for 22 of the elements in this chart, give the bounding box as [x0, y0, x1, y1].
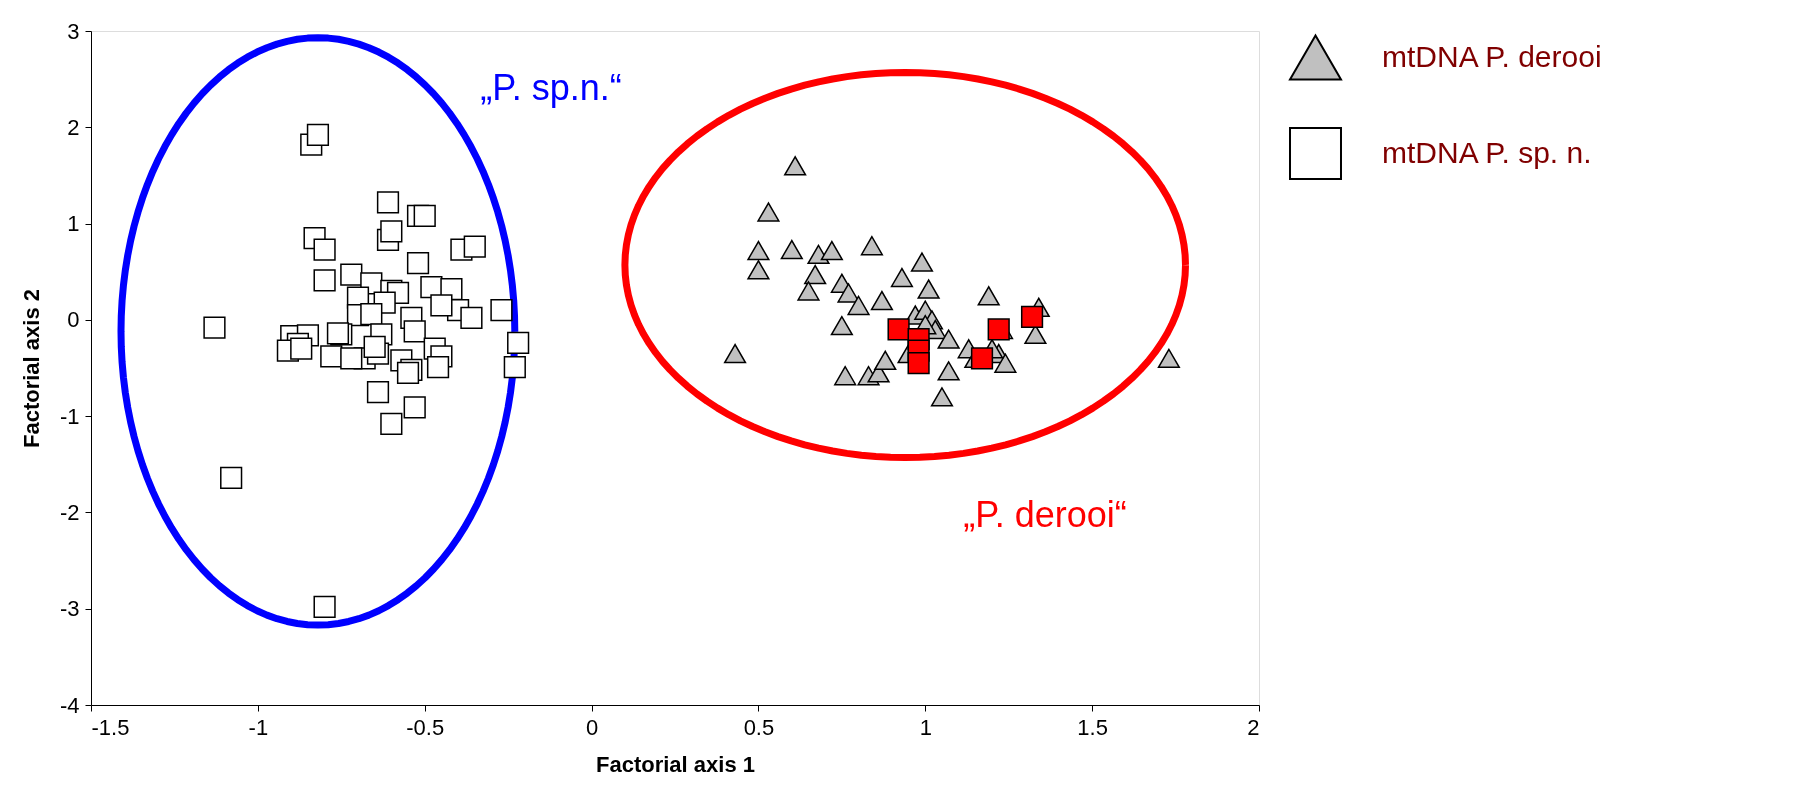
y-tick-label: -1 — [59, 403, 80, 429]
x-tick-label: 1 — [919, 714, 932, 740]
x-tick-label: -1.5 — [91, 714, 130, 740]
x-tick-label: -1 — [248, 714, 269, 740]
y-tick-label: 1 — [67, 211, 80, 237]
y-tick-label: 3 — [67, 18, 80, 44]
annotation: „P. derooi“ — [963, 494, 1127, 535]
x-tick-label: 1.5 — [1077, 714, 1108, 740]
x-tick-label: 0 — [585, 714, 599, 740]
y-tick-label: -3 — [59, 596, 80, 622]
annotation: „P. sp.n.“ — [480, 67, 622, 108]
legend-label: mtDNA P. derooi — [1382, 39, 1602, 73]
y-tick-label: 2 — [67, 114, 80, 140]
y-axis-title: Factorial axis 2 — [18, 289, 44, 448]
x-tick-label: 2 — [1247, 714, 1260, 740]
y-tick-label: -2 — [59, 499, 80, 525]
legend-label: mtDNA P. sp. n. — [1382, 135, 1592, 169]
x-tick-label: 0.5 — [743, 714, 775, 740]
y-tick-label: 0 — [67, 307, 80, 333]
x-tick-label: -0.5 — [406, 714, 445, 740]
x-axis-title: Factorial axis 1 — [596, 751, 755, 777]
y-tick-label: -4 — [59, 692, 80, 718]
